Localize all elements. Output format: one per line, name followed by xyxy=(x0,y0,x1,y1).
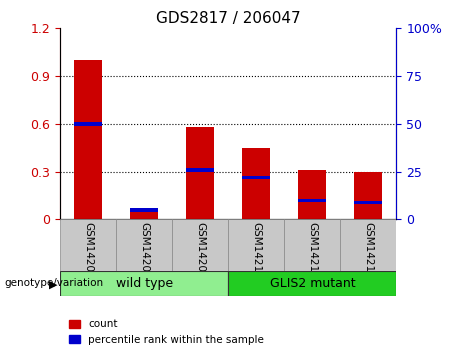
Bar xyxy=(74,60,102,219)
Bar xyxy=(298,199,326,202)
Bar xyxy=(74,122,102,126)
Text: ▶: ▶ xyxy=(49,279,57,289)
Legend: count, percentile rank within the sample: count, percentile rank within the sample xyxy=(65,315,268,349)
Title: GDS2817 / 206047: GDS2817 / 206047 xyxy=(156,11,301,26)
Bar xyxy=(130,208,158,219)
Bar xyxy=(298,170,326,219)
Bar xyxy=(284,219,340,271)
Bar xyxy=(172,219,228,271)
Text: genotype/variation: genotype/variation xyxy=(5,278,104,288)
Bar xyxy=(186,168,214,172)
Bar xyxy=(355,172,383,219)
Text: GSM142102: GSM142102 xyxy=(363,222,373,285)
Bar xyxy=(355,200,383,204)
Bar xyxy=(242,148,270,219)
Bar xyxy=(116,219,172,271)
Bar xyxy=(228,271,396,296)
Bar xyxy=(186,127,214,219)
Text: GSM142098: GSM142098 xyxy=(139,222,149,285)
Bar xyxy=(60,219,116,271)
Text: GSM142099: GSM142099 xyxy=(195,222,205,285)
Text: wild type: wild type xyxy=(116,277,172,290)
Bar xyxy=(340,219,396,271)
Text: GSM142101: GSM142101 xyxy=(307,222,317,285)
Bar xyxy=(228,219,284,271)
Bar xyxy=(242,176,270,179)
Text: GSM142097: GSM142097 xyxy=(83,222,93,285)
Bar xyxy=(130,208,158,212)
Text: GLIS2 mutant: GLIS2 mutant xyxy=(270,277,355,290)
Bar xyxy=(60,271,228,296)
Text: GSM142100: GSM142100 xyxy=(251,222,261,285)
